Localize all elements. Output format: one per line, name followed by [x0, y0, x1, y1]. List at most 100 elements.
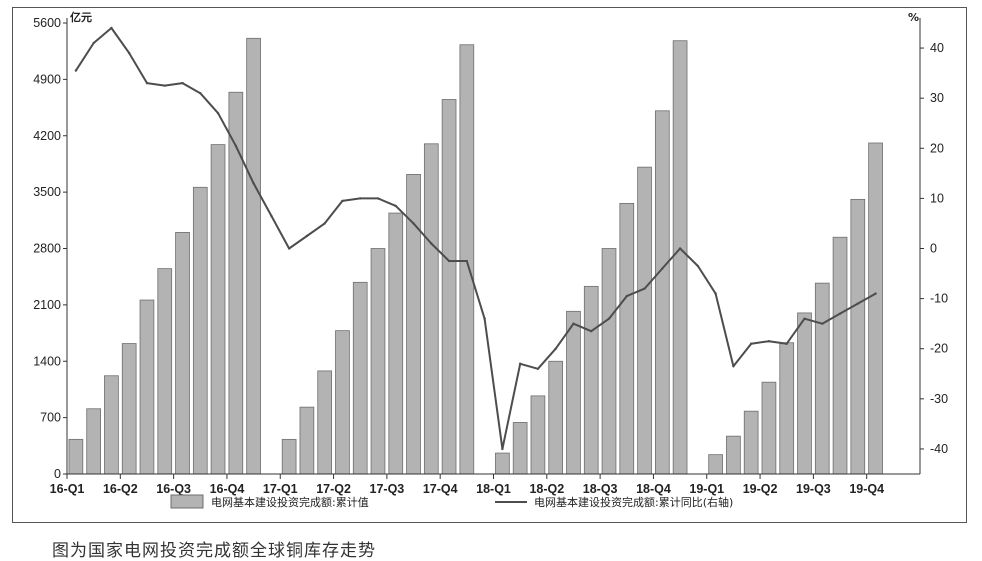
left-tick-label: 2100	[33, 298, 61, 312]
line-point	[607, 317, 611, 320]
x-tick-label: 16-Q3	[156, 482, 191, 496]
right-axis-unit: %	[908, 11, 919, 24]
bar	[761, 381, 777, 475]
axis-labels: 0 700 1400 2100 2800 3500 4200 4900 5600 -40 -30 -2…	[33, 10, 948, 496]
x-tick-label: 16-Q4	[210, 482, 245, 496]
line-point	[412, 222, 415, 225]
line-point	[430, 242, 433, 245]
bar	[246, 37, 261, 475]
bar	[743, 410, 759, 475]
line-point	[145, 81, 149, 85]
bar	[121, 343, 137, 475]
bar	[814, 282, 830, 475]
x-tick-label: 19-Q4	[849, 482, 884, 496]
line-point	[483, 317, 486, 320]
line-point	[838, 312, 842, 315]
left-tick-label: 3500	[33, 185, 61, 199]
line-point	[554, 347, 557, 350]
bar	[139, 299, 155, 475]
x-tick-label: 19-Q3	[796, 482, 831, 496]
line-point	[127, 51, 131, 55]
bar	[726, 435, 741, 475]
x-tick-label: 16-Q2	[103, 482, 138, 496]
bar	[157, 268, 173, 475]
line-point	[785, 342, 788, 345]
line-point	[199, 91, 202, 95]
bar	[708, 454, 723, 475]
x-tick-label: 18-Q2	[529, 482, 564, 496]
legend-bar-swatch	[170, 494, 204, 509]
line-point	[305, 234, 309, 238]
bar	[832, 236, 848, 475]
bar	[352, 281, 368, 475]
line-point	[163, 84, 166, 87]
bar	[317, 370, 333, 475]
bar	[281, 438, 297, 475]
x-tick-label: 17-Q1	[263, 482, 298, 496]
bar	[512, 422, 528, 475]
line-point	[661, 267, 664, 270]
line-point	[643, 287, 646, 290]
line-point	[749, 342, 753, 345]
bar	[619, 202, 635, 475]
bar	[672, 40, 688, 475]
line-point	[501, 447, 504, 451]
line-point	[572, 322, 575, 325]
bar	[654, 110, 670, 475]
bar	[495, 452, 510, 475]
line-point	[359, 197, 362, 200]
x-tick-label: 18-Q1	[476, 482, 511, 496]
bar	[530, 395, 546, 475]
line-point	[767, 340, 771, 343]
x-tick-label: 17-Q4	[423, 482, 458, 496]
x-tick-label: 17-Q3	[370, 482, 405, 496]
figure-caption: 图为国家电网投资完成额全球铜库存走势	[52, 541, 376, 561]
x-tick-label: 18-Q4	[636, 482, 671, 496]
right-tick-label: 40	[930, 41, 944, 55]
x-tick-label: 19-Q1	[689, 482, 724, 496]
line-point	[252, 182, 255, 185]
x-tick-label: 18-Q3	[583, 482, 618, 496]
line-point	[465, 259, 469, 263]
bar	[868, 142, 883, 475]
right-tick-label: 10	[930, 191, 944, 205]
line-point	[74, 69, 78, 72]
line-point	[181, 81, 184, 85]
line-point	[696, 264, 700, 268]
line-point	[234, 144, 238, 147]
line-point	[821, 322, 824, 325]
x-tick-label: 17-Q2	[316, 482, 351, 496]
line-point	[270, 214, 273, 218]
axes	[63, 18, 924, 479]
bar	[210, 144, 226, 475]
yoy-line	[75, 27, 877, 450]
chart-frame: 0 700 1400 2100 2800 3500 4200 4900 5600 -40 -30 -2…	[12, 7, 967, 523]
bar	[228, 91, 244, 475]
bar	[779, 342, 795, 475]
bar	[335, 330, 350, 475]
x-tick-label: 16-Q1	[50, 482, 85, 496]
line-point	[803, 317, 806, 320]
line-point	[732, 365, 735, 368]
left-tick-label: 5600	[33, 16, 61, 30]
chart-svg: 0 700 1400 2100 2800 3500 4200 4900 5600 -40 -30 -2…	[33, 10, 948, 509]
line-point	[856, 302, 860, 305]
line-point	[874, 292, 877, 295]
right-tick-label: 30	[930, 91, 944, 105]
bar	[104, 375, 119, 475]
line-point	[394, 204, 397, 208]
bar	[388, 212, 404, 475]
line-point	[341, 199, 344, 203]
x-tick-label: 19-Q2	[743, 482, 778, 496]
left-tick-label: 4900	[33, 72, 61, 86]
bar	[423, 143, 439, 475]
line-point	[92, 41, 95, 45]
line-point	[376, 197, 380, 200]
bar	[850, 198, 866, 475]
line-point	[287, 247, 291, 250]
bar	[566, 310, 581, 475]
bar	[797, 312, 812, 475]
bar	[548, 360, 564, 475]
bar	[175, 231, 190, 475]
right-tick-label: 20	[930, 141, 944, 155]
